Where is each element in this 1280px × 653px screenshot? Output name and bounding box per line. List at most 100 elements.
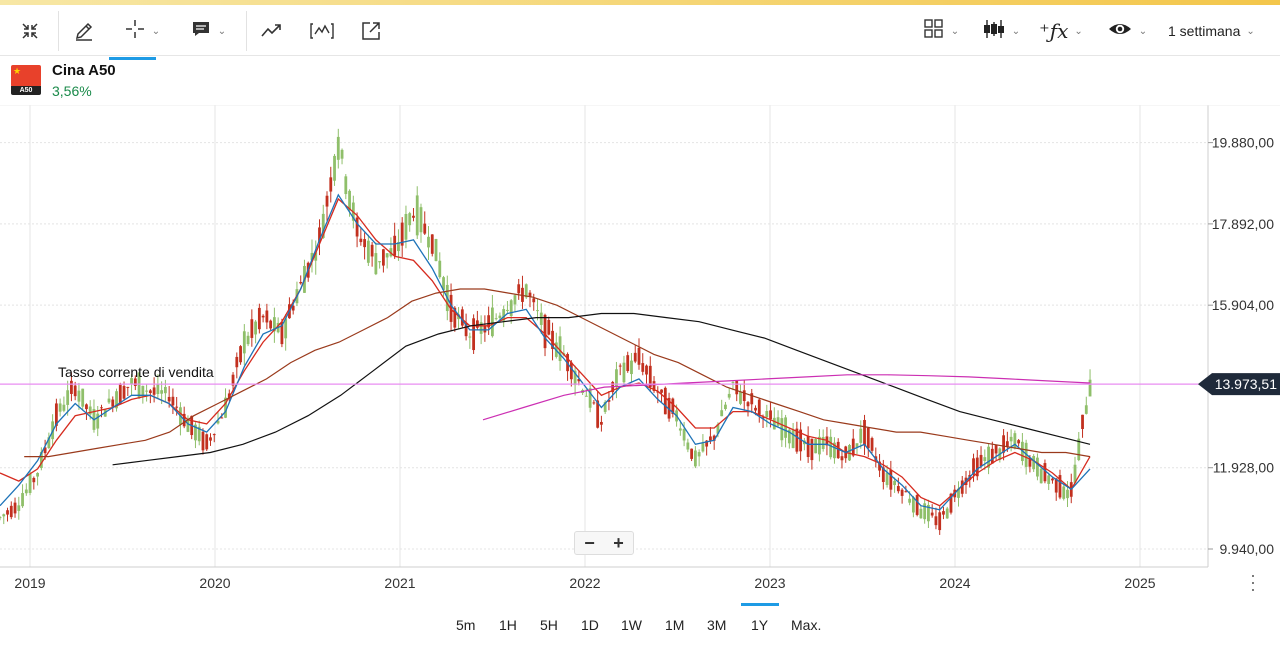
zoom-out-button[interactable]: − xyxy=(584,533,595,553)
candle-body xyxy=(201,431,205,451)
chevron-down-icon: ⌄ xyxy=(950,25,960,37)
visibility-button[interactable]: ⌄ xyxy=(1102,13,1152,49)
candle-body xyxy=(32,477,36,483)
zoom-controls: − + xyxy=(574,531,634,555)
candle-body xyxy=(720,410,724,417)
candle-body xyxy=(1088,379,1092,397)
candle-body xyxy=(889,469,893,490)
candle-body xyxy=(1009,436,1013,442)
candle-body xyxy=(2,514,6,517)
candle-body xyxy=(381,249,385,266)
period-3m[interactable]: 3M xyxy=(707,617,727,633)
collapse-icon[interactable] xyxy=(14,13,46,49)
candle-body xyxy=(863,419,866,446)
period-1h[interactable]: 1H xyxy=(499,617,517,633)
candle-body xyxy=(750,393,754,405)
candle-body xyxy=(472,318,476,351)
top-accent-stripe xyxy=(0,0,1280,5)
instrument-tag: A50 xyxy=(11,86,41,95)
candle-body xyxy=(85,404,88,410)
candle-body xyxy=(603,401,607,412)
candle-body xyxy=(569,362,573,380)
candle-body xyxy=(385,253,389,258)
period-max[interactable]: Max. xyxy=(791,617,822,633)
moving-average-line xyxy=(112,312,1091,466)
candle-body xyxy=(453,307,457,328)
price-chart[interactable]: 2019 2020 2021 2022 2023 2024 2025 19.880,00 17.… xyxy=(0,105,1280,603)
wave-chart-icon[interactable] xyxy=(306,13,338,49)
period-1y[interactable]: 1Y xyxy=(751,617,769,633)
chevron-down-icon: ⌄ xyxy=(151,25,161,37)
candle-body xyxy=(923,503,927,520)
candle-body xyxy=(772,417,776,430)
candle-body xyxy=(160,390,164,394)
candle-body xyxy=(393,235,397,256)
trend-icon[interactable] xyxy=(256,13,288,49)
candle-body xyxy=(709,436,712,441)
candle-body xyxy=(272,317,276,332)
candle-body xyxy=(107,398,111,403)
zoom-in-button[interactable]: + xyxy=(613,533,624,553)
candle-body xyxy=(163,386,167,394)
external-open-icon[interactable] xyxy=(355,13,387,49)
candle-body xyxy=(502,309,506,321)
candle-body xyxy=(378,261,382,263)
candle-body xyxy=(994,445,998,454)
candle-body xyxy=(855,443,859,448)
candle-body xyxy=(671,398,675,414)
candle-body xyxy=(28,473,32,493)
candle-body xyxy=(735,381,739,395)
period-select[interactable]: 1 settimana ⌄ xyxy=(1168,13,1264,49)
candle-body xyxy=(1084,405,1088,414)
china-flag-icon: ★ xyxy=(11,65,41,87)
period-5h[interactable]: 5H xyxy=(540,617,558,633)
candle-body xyxy=(972,458,975,475)
chart-type-button[interactable]: ⌄ xyxy=(977,13,1025,49)
candle-body xyxy=(607,399,611,402)
more-options-icon[interactable]: · · · xyxy=(1250,565,1256,599)
x-tick-label: 2020 xyxy=(199,575,230,591)
candle-body xyxy=(284,318,288,339)
candle-body xyxy=(645,365,648,375)
candle-body xyxy=(43,447,47,454)
moving-average-line xyxy=(482,374,1091,421)
candle-body xyxy=(363,239,367,248)
candle-body xyxy=(705,440,709,447)
period-1w[interactable]: 1W xyxy=(621,617,642,633)
candle-body xyxy=(1081,414,1084,429)
candle-body xyxy=(250,319,254,338)
candle-body xyxy=(408,213,412,226)
candle-body xyxy=(814,439,818,454)
candle-body xyxy=(430,234,434,254)
candle-body xyxy=(983,457,987,461)
candle-body xyxy=(904,491,908,493)
toolbar-divider xyxy=(58,11,59,51)
candle-body xyxy=(359,238,363,243)
candle-body xyxy=(348,190,351,211)
comment-tool-button[interactable]: ⌄ xyxy=(183,13,233,49)
crosshair-tool-button[interactable]: ⌄ xyxy=(114,13,170,49)
candle-body xyxy=(757,399,761,415)
period-1d[interactable]: 1D xyxy=(581,617,599,633)
period-5m[interactable]: 5m xyxy=(456,617,476,633)
candle-body xyxy=(13,502,17,514)
period-1m[interactable]: 1M xyxy=(665,617,685,633)
candle-body xyxy=(314,252,318,261)
candle-body xyxy=(731,382,735,384)
candle-body xyxy=(73,385,77,397)
candle-body xyxy=(746,402,750,407)
pencil-icon[interactable] xyxy=(68,13,100,49)
candle-body xyxy=(615,369,618,388)
candle-body xyxy=(663,387,667,415)
indicators-button[interactable]: ⁺ƒx ⌄ xyxy=(1036,13,1086,49)
candle-body xyxy=(212,434,216,436)
candle-body xyxy=(66,390,70,405)
instrument-change: 3,56% xyxy=(52,83,92,99)
candle-body xyxy=(716,424,720,434)
candle-body xyxy=(975,457,979,477)
candle-body xyxy=(712,435,716,441)
candle-body xyxy=(1062,486,1066,499)
candle-body xyxy=(506,309,509,311)
candle-body xyxy=(979,454,983,467)
layout-grid-button[interactable]: ⌄ xyxy=(918,13,964,49)
